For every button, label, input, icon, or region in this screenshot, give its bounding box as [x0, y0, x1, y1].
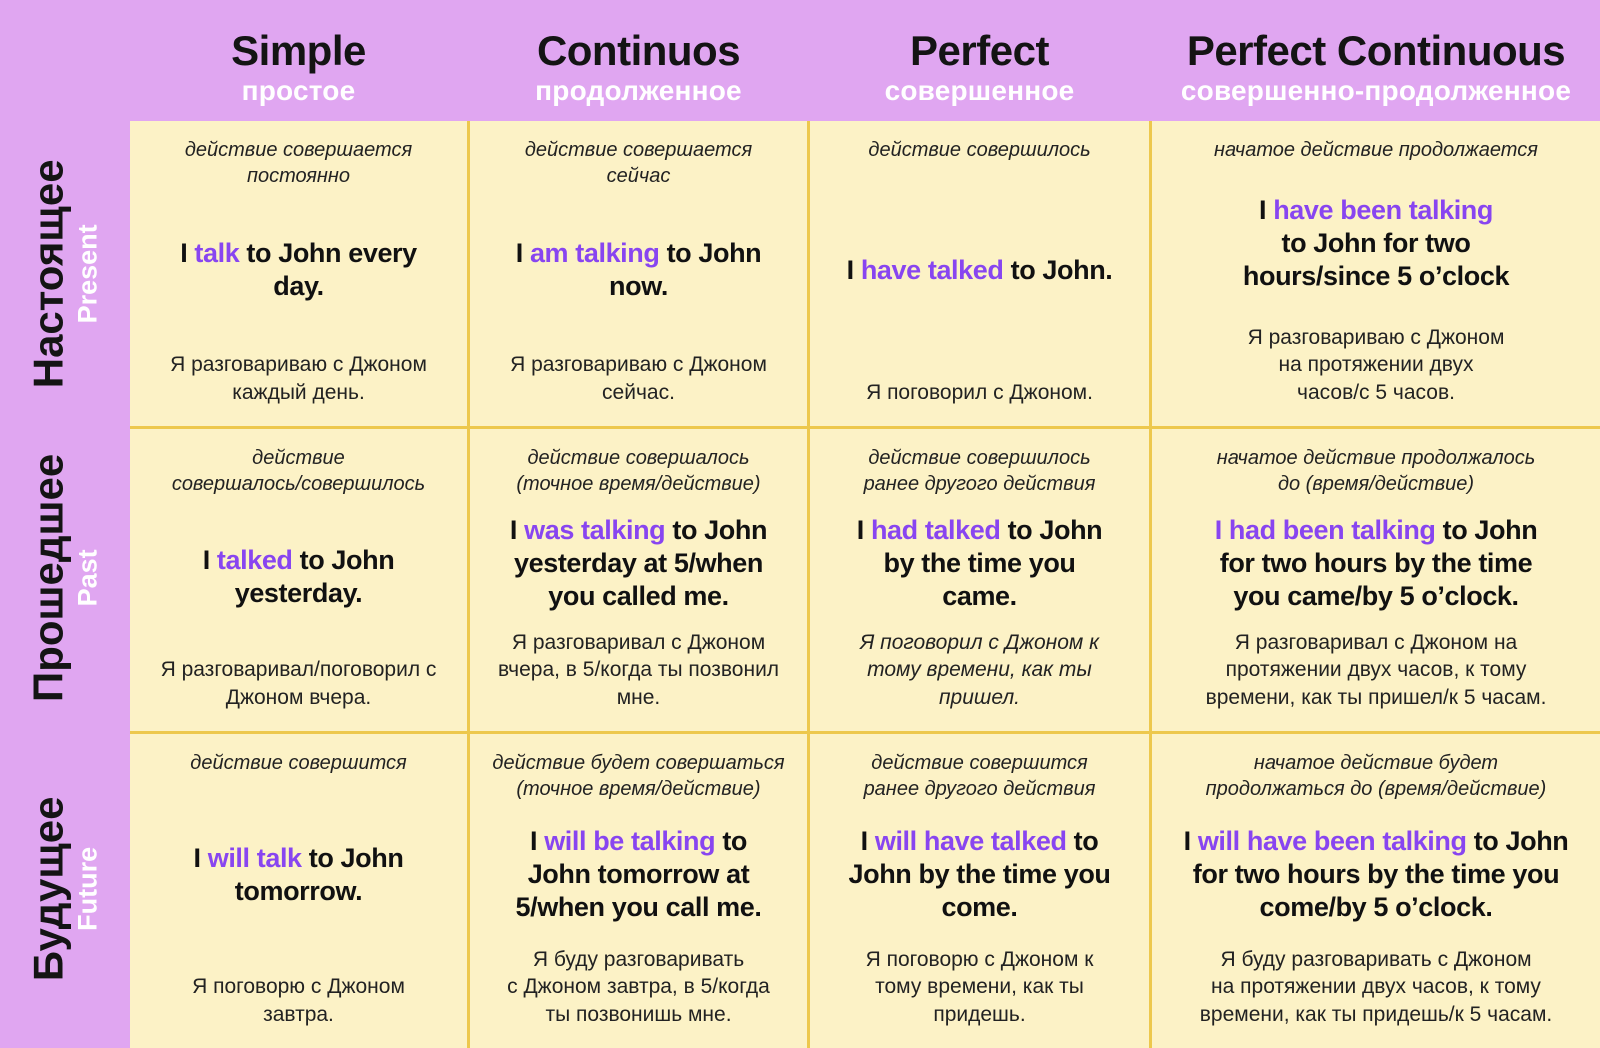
- verb-highlight: I had been talking: [1214, 514, 1436, 545]
- example-sentence: I will be talking to John tomorrow at 5/…: [515, 825, 762, 922]
- row-label-past: Прошедшее Past: [0, 426, 130, 729]
- cell-present-perfect-continuous: начатое действие продолжается I have bee…: [1152, 121, 1600, 426]
- example-sentence: I will have talked to John by the time y…: [848, 825, 1111, 922]
- usage-note: начатое действие продолжается: [1214, 139, 1538, 161]
- row-title-en: Present: [72, 223, 103, 324]
- row-title-ru: Прошедшее: [24, 453, 72, 702]
- column-title-ru: простое: [241, 75, 356, 106]
- column-title-en: Simple: [231, 26, 366, 74]
- translation: Я разговариваю с Джоном сейчас.: [510, 353, 767, 404]
- usage-note: действие будет совершаться (точное время…: [492, 752, 785, 800]
- example-sentence: I have talked to John.: [846, 255, 1113, 286]
- usage-note: действие совершилось ранее другого дейст…: [863, 447, 1096, 495]
- translation: Я поговорю с Джоном завтра.: [192, 975, 405, 1026]
- example-sentence: I had been talking to John for two hours…: [1214, 514, 1538, 611]
- translation: Я буду разговаривать с Джоном на протяже…: [1199, 948, 1553, 1026]
- cell-past-perfect-continuous: начатое действие продолжалось до (время/…: [1152, 429, 1600, 731]
- example-sentence: I had talked to John by the time you cam…: [856, 514, 1103, 611]
- usage-note: действие совершится: [190, 752, 407, 774]
- verb-highlight: will be talking: [544, 825, 716, 856]
- column-header-continuous: Continuos продолженное: [470, 0, 807, 121]
- translation: Я разговариваю с Джоном на протяжении дв…: [1247, 326, 1505, 404]
- translation: Я разговариваю с Джоном каждый день.: [170, 353, 427, 404]
- example-sentence: I was talking to John yesterday at 5/whe…: [509, 514, 768, 611]
- row-title-ru: Настоящее: [24, 159, 72, 388]
- translation: Я разговаривал с Джоном на протяжении дв…: [1205, 631, 1547, 709]
- verb-highlight: talked: [216, 544, 293, 575]
- verb-highlight: have talked: [860, 255, 1004, 286]
- translation: Я буду разговаривать с Джоном завтра, в …: [507, 948, 770, 1026]
- cell-future-perfect: действие совершится ранее другого действ…: [810, 734, 1149, 1048]
- cell-future-simple: действие совершится I will talk to John …: [130, 734, 467, 1048]
- cell-future-perfect-continuous: начатое действие будет продолжаться до (…: [1152, 734, 1600, 1048]
- column-header-perfect: Perfect совершенное: [810, 0, 1149, 121]
- verb-highlight: talk: [194, 238, 240, 269]
- translation: Я разговаривал с Джоном вчера, в 5/когда…: [497, 631, 780, 709]
- cell-present-perfect: действие совершилось I have talked to Jo…: [810, 121, 1149, 426]
- column-title-ru: совершенно-продолженное: [1180, 75, 1572, 106]
- usage-note: начатое действие продолжалось до (время/…: [1216, 447, 1536, 495]
- column-title-en: Perfect Continuous: [1186, 26, 1566, 74]
- row-label-future: Будущее Future: [0, 729, 130, 1048]
- cell-present-simple: действие совершается постоянно I talk to…: [130, 121, 467, 426]
- row-title-en: Future: [72, 846, 103, 931]
- example-sentence: I am talking to John now.: [515, 238, 762, 302]
- column-header-simple: Simple простое: [130, 0, 467, 121]
- verb-highlight: will have talked: [874, 825, 1067, 856]
- verb-highlight: will talk: [207, 842, 302, 873]
- example-sentence: I talked to John yesterday.: [202, 544, 395, 608]
- example-sentence: I will talk to John tomorrow.: [193, 842, 404, 906]
- usage-note: действие совершается сейчас: [524, 139, 753, 187]
- row-title-ru: Будущее: [24, 796, 72, 981]
- column-header-perfect-continuous: Perfect Continuous совершенно-продолженн…: [1152, 0, 1600, 121]
- row-title-en: Past: [72, 548, 103, 607]
- usage-note: действие совершается постоянно: [184, 139, 413, 187]
- usage-note: начатое действие будет продолжаться до (…: [1205, 752, 1547, 800]
- example-sentence: I will have been talking to John for two…: [1183, 825, 1569, 922]
- translation: Я поговорил с Джоном к тому времени, как…: [859, 631, 1100, 709]
- column-title-en: Perfect: [910, 26, 1049, 74]
- verb-highlight: had talked: [870, 514, 1001, 545]
- column-title-ru: продолженное: [535, 75, 742, 106]
- cell-present-continuous: действие совершается сейчас I am talking…: [470, 121, 807, 426]
- cell-past-perfect: действие совершилось ранее другого дейст…: [810, 429, 1149, 731]
- tense-column-header-row: Simple простое Continuos продолженное Pe…: [130, 0, 1600, 121]
- tense-table: действие совершается постоянно I talk to…: [130, 121, 1600, 1048]
- verb-highlight: was talking: [524, 514, 666, 545]
- usage-note: действие совершилось: [868, 139, 1091, 161]
- example-sentence: I talk to John every day.: [180, 238, 417, 302]
- verb-highlight: am talking: [529, 238, 660, 269]
- usage-note: действие совершалось/совершилось: [171, 447, 426, 495]
- column-title-en: Continuos: [536, 26, 741, 74]
- tense-row-label-column: Настоящее Present Прошедшее Past Будущее…: [0, 121, 130, 1048]
- translation: Я поговорил с Джоном.: [866, 380, 1093, 404]
- usage-note: действие совершалось (точное время/дейст…: [516, 447, 761, 495]
- cell-future-continuous: действие будет совершаться (точное время…: [470, 734, 807, 1048]
- row-label-present: Настоящее Present: [0, 121, 130, 426]
- cell-past-continuous: действие совершалось (точное время/дейст…: [470, 429, 807, 731]
- cell-past-simple: действие совершалось/совершилось I talke…: [130, 429, 467, 731]
- translation: Я поговорю с Джоном к тому времени, как …: [865, 948, 1094, 1026]
- verb-highlight: will have been talking: [1197, 825, 1467, 856]
- usage-note: действие совершится ранее другого действ…: [863, 752, 1096, 800]
- example-sentence: I have been talking to John for two hour…: [1242, 195, 1510, 292]
- verb-highlight: have been talking: [1273, 195, 1493, 226]
- column-title-ru: совершенное: [884, 75, 1075, 106]
- translation: Я разговаривал/поговорил с Джоном вчера.: [160, 658, 437, 709]
